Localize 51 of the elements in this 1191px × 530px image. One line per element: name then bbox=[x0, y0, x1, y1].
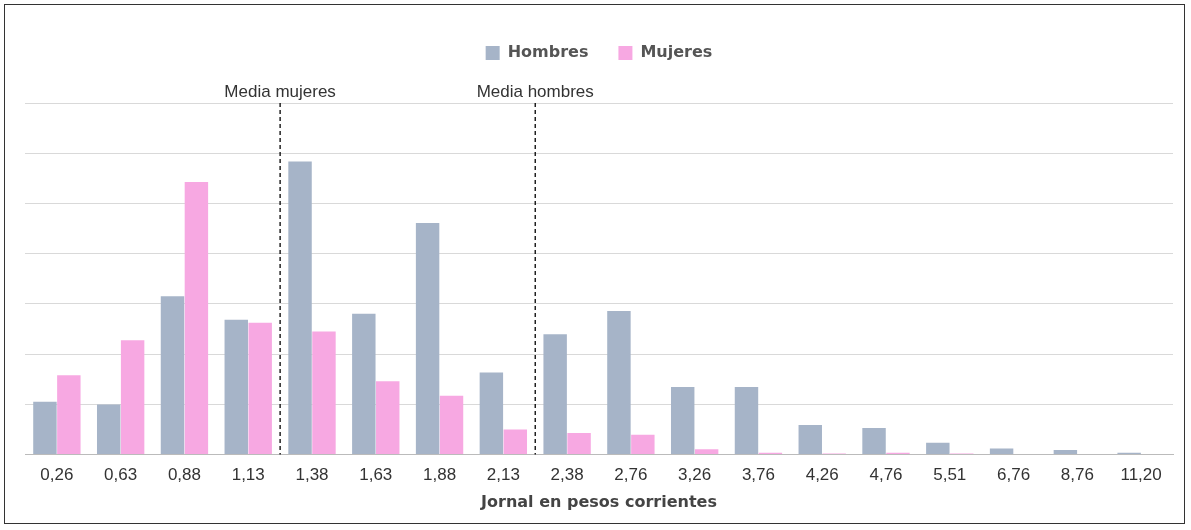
x-tick-label: 1,38 bbox=[295, 465, 329, 485]
bar bbox=[160, 296, 185, 454]
bar bbox=[248, 322, 272, 454]
x-tick-label: 2,13 bbox=[486, 465, 520, 485]
legend-label: Hombres bbox=[507, 42, 589, 62]
x-tick-label: 0,26 bbox=[40, 465, 74, 485]
bar bbox=[734, 387, 759, 454]
text: Media mujeres bbox=[224, 82, 336, 102]
bar bbox=[694, 449, 719, 454]
x-tick-label: 4,76 bbox=[869, 465, 903, 485]
bar bbox=[57, 375, 81, 454]
x-tick-label: 3,76 bbox=[741, 465, 775, 485]
bar bbox=[862, 428, 886, 454]
bar bbox=[352, 313, 376, 454]
bar bbox=[415, 223, 440, 454]
x-tick-label: 1,13 bbox=[231, 465, 265, 485]
x-tick-label: 1,88 bbox=[423, 465, 457, 485]
x-tick-label: 2,38 bbox=[550, 465, 584, 485]
bar bbox=[989, 448, 1014, 454]
bar bbox=[184, 182, 209, 454]
bar bbox=[288, 161, 312, 454]
bar bbox=[312, 331, 336, 454]
bar bbox=[631, 434, 655, 454]
bar bbox=[439, 395, 464, 454]
text: Media hombres bbox=[476, 82, 594, 102]
bar bbox=[376, 381, 400, 454]
x-tick-label: 5,51 bbox=[933, 465, 967, 485]
x-axis-title: Jornal en pesos corrientes bbox=[480, 491, 717, 511]
x-tick-label: 4,26 bbox=[805, 465, 839, 485]
x-tick-label: 0,63 bbox=[104, 465, 138, 485]
bar bbox=[670, 387, 695, 454]
x-tick-label: 11,20 bbox=[1120, 465, 1162, 485]
bar bbox=[567, 433, 591, 454]
x-tick-label: 1,63 bbox=[359, 465, 393, 485]
bar bbox=[798, 425, 822, 454]
bar bbox=[926, 442, 950, 454]
x-tick-label: 6,76 bbox=[997, 465, 1031, 485]
bar bbox=[224, 319, 248, 454]
bar bbox=[607, 310, 631, 454]
bar bbox=[543, 334, 567, 454]
legend-label: Mujeres bbox=[640, 42, 713, 62]
x-tick-label: 2,76 bbox=[614, 465, 648, 485]
x-tick-label: 0,88 bbox=[167, 465, 201, 485]
bar bbox=[479, 372, 504, 454]
bar bbox=[120, 340, 145, 454]
bar bbox=[503, 429, 528, 454]
bar bbox=[96, 404, 121, 454]
bar bbox=[1053, 450, 1078, 454]
x-tick-label: 3,26 bbox=[678, 465, 712, 485]
x-tick-label: 8,76 bbox=[1060, 465, 1094, 485]
bar bbox=[33, 401, 57, 454]
